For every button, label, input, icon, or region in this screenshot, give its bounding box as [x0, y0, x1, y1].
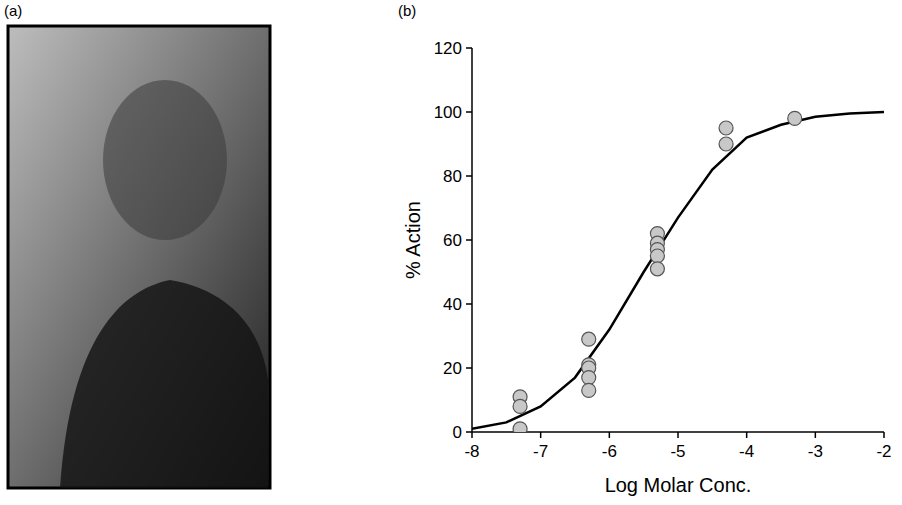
x-tick: [746, 432, 748, 438]
x-tick-label: -7: [533, 442, 548, 461]
y-tick: [466, 175, 472, 177]
data-point: [650, 262, 664, 276]
x-axis-title: Log Molar Conc.: [605, 474, 752, 496]
panel-label: (b): [398, 2, 416, 19]
photo-body: [60, 280, 268, 488]
fit-curve: [472, 112, 884, 429]
y-tick: [466, 47, 472, 49]
y-tick: [466, 431, 472, 433]
y-tick: [466, 111, 472, 113]
photo-head: [103, 80, 227, 240]
data-point: [513, 399, 527, 413]
y-tick-label: 0: [453, 423, 462, 442]
x-tick-label: -3: [808, 442, 823, 461]
photo: [8, 26, 270, 488]
data-point: [719, 121, 733, 135]
x-tick: [815, 432, 817, 438]
data-point: [582, 383, 596, 397]
y-axis-title: % Action: [402, 201, 424, 279]
data-point: [582, 332, 596, 346]
y-tick-label: 100: [434, 103, 462, 122]
y-tick: [466, 239, 472, 241]
data-point: [582, 371, 596, 385]
data-point: [719, 137, 733, 151]
x-tick-label: -8: [464, 442, 479, 461]
x-tick: [677, 432, 679, 438]
x-tick: [609, 432, 611, 438]
y-tick-label: 80: [443, 167, 462, 186]
y-tick-label: 120: [434, 39, 462, 58]
x-tick-label: -2: [876, 442, 891, 461]
y-tick-label: 20: [443, 359, 462, 378]
y-tick: [466, 303, 472, 305]
figure: (a) (b) 0 20 40 60 80 100 120 -8 -7 -6 -5 -4 -3 -2 Log M…: [0, 0, 902, 505]
x-tick: [540, 432, 542, 438]
y-tick: [466, 367, 472, 369]
x-tick-label: -5: [670, 442, 685, 461]
data-point: [650, 249, 664, 263]
y-tick-label: 60: [443, 231, 462, 250]
data-point: [788, 111, 802, 125]
y-tick-label: 40: [443, 295, 462, 314]
plot-marks: [472, 111, 884, 432]
panel-label: (a): [4, 2, 22, 19]
x-tick: [883, 432, 885, 438]
data-point: [513, 422, 527, 432]
x-tick-label: -6: [602, 442, 617, 461]
x-tick: [471, 432, 473, 438]
x-tick-label: -4: [739, 442, 754, 461]
